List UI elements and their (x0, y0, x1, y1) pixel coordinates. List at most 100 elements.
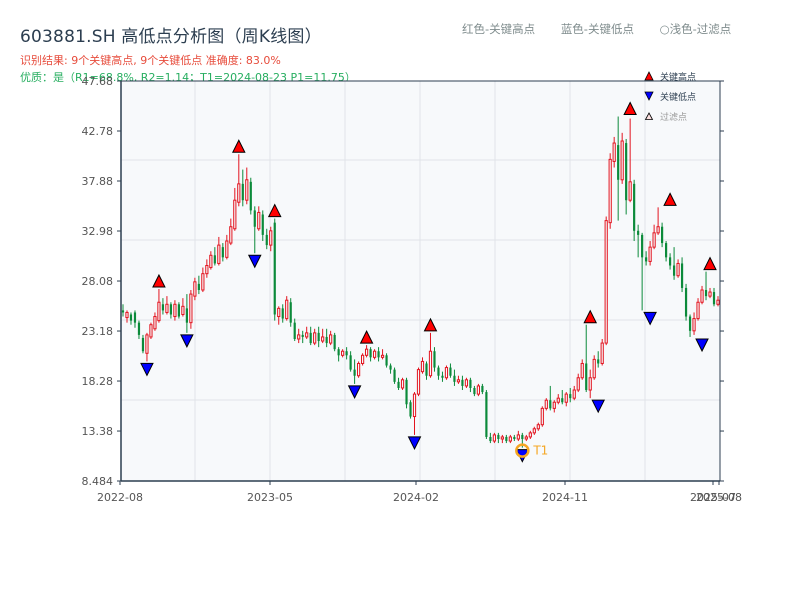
recognition-result: 识别结果: 9个关键高点, 9个关键低点 准确度: 83.0% (20, 54, 281, 67)
candle-up (556, 397, 560, 403)
candle-down (409, 402, 412, 417)
candle-up (400, 379, 405, 389)
candle-up (380, 354, 385, 358)
candle-up (225, 240, 229, 258)
candle-up (696, 301, 700, 320)
candle-down (505, 436, 508, 442)
key-high-marker (231, 139, 246, 153)
candle-down (393, 369, 396, 382)
color-legend-low: 蓝色-关键低点 (560, 22, 634, 36)
legend-item-high: 关键高点 (644, 66, 696, 86)
candle-down (385, 355, 388, 366)
candle-up (229, 226, 233, 244)
candle-down (437, 367, 440, 376)
candle-down (253, 210, 256, 227)
candle-down (133, 312, 137, 323)
candle-up (285, 299, 289, 320)
candle-up (564, 393, 568, 403)
candle-down (597, 359, 600, 364)
candle-up (237, 183, 241, 203)
candle-down (549, 400, 552, 409)
key-high-marker (623, 101, 637, 116)
color-legend-filtered: ○浅色-过滤点 (659, 22, 732, 36)
key-low-marker (643, 311, 657, 326)
candle-down (281, 308, 284, 319)
key-high-marker (663, 192, 677, 206)
y-tick-label: 47.68 (82, 75, 114, 88)
candle-up (716, 299, 720, 305)
key-high-marker (583, 309, 598, 324)
candle-down (333, 334, 336, 350)
y-tick-label: 13.38 (82, 425, 114, 438)
candle-down (397, 381, 400, 388)
candle-up (357, 362, 361, 377)
key-low-marker (695, 338, 709, 353)
candle-down (185, 308, 188, 323)
y-tick-label: 28.08 (82, 275, 114, 288)
candle-up (648, 246, 652, 262)
candle-up (536, 424, 540, 430)
key-low-marker (347, 385, 362, 400)
candle-up (201, 273, 205, 291)
key-low-marker (180, 334, 194, 348)
candle-down (712, 292, 716, 305)
candle-up (165, 303, 169, 313)
candle-up (149, 324, 153, 338)
candle-up (420, 360, 425, 373)
candle-up (500, 436, 504, 440)
candle-up (257, 211, 261, 230)
candle-up (524, 436, 528, 440)
color-legend-high: 红色-关键高点 (462, 22, 536, 36)
candle-down (521, 434, 524, 439)
candle-down (273, 222, 276, 315)
candle-down (449, 367, 452, 376)
key-low-marker (591, 399, 606, 414)
candle-up (181, 305, 185, 315)
candle-down (433, 351, 436, 368)
y-tick-label: 23.18 (82, 325, 114, 338)
candle-up (600, 342, 604, 364)
candle-up (360, 354, 365, 364)
y-axis-ticks: 8.484 13.38 18.28 23.18 28.08 32.98 37.88 42.78… (82, 75, 724, 488)
candle-up (364, 348, 369, 356)
candle-up (528, 432, 532, 438)
x-tick-label: 2023-05 (247, 491, 293, 504)
candle-up (297, 334, 301, 340)
candle-down (688, 316, 692, 331)
x-tick-label: 2025-08 (696, 491, 742, 504)
candle-down (633, 183, 636, 231)
candle-up (277, 307, 281, 318)
candle-down (249, 181, 252, 211)
candle-up (700, 289, 704, 303)
candle-down (317, 332, 320, 342)
candle-down (349, 355, 352, 370)
y-tick-label: 18.28 (82, 375, 114, 388)
t1-label: T1 (532, 444, 548, 458)
candle-up (676, 262, 680, 277)
candle-up (604, 220, 608, 344)
color-legend: 红色-关键高点 蓝色-关键低点 ○浅色-过滤点 (462, 21, 731, 37)
candle-up (233, 199, 237, 230)
key-low-marker (407, 436, 422, 451)
candle-down (353, 369, 356, 376)
candle-up (580, 362, 584, 379)
candle-up (492, 434, 496, 442)
candle-down (337, 349, 340, 356)
candle-down (497, 434, 500, 439)
candle-down (637, 230, 640, 235)
candle-down (585, 363, 588, 391)
candle-up (612, 142, 616, 162)
candle-down (481, 385, 484, 393)
key-high-marker (423, 317, 438, 332)
candle-up (305, 332, 309, 338)
x-tick-label: 2025-07 (690, 491, 736, 504)
candle-up (692, 318, 696, 332)
candle-up (193, 281, 197, 297)
candle-down (289, 302, 292, 323)
candle-up (516, 434, 520, 440)
candle-down (161, 304, 165, 311)
y-tick-label: 37.88 (82, 175, 114, 188)
key-high-marker (152, 273, 166, 288)
candle-down (680, 263, 684, 288)
